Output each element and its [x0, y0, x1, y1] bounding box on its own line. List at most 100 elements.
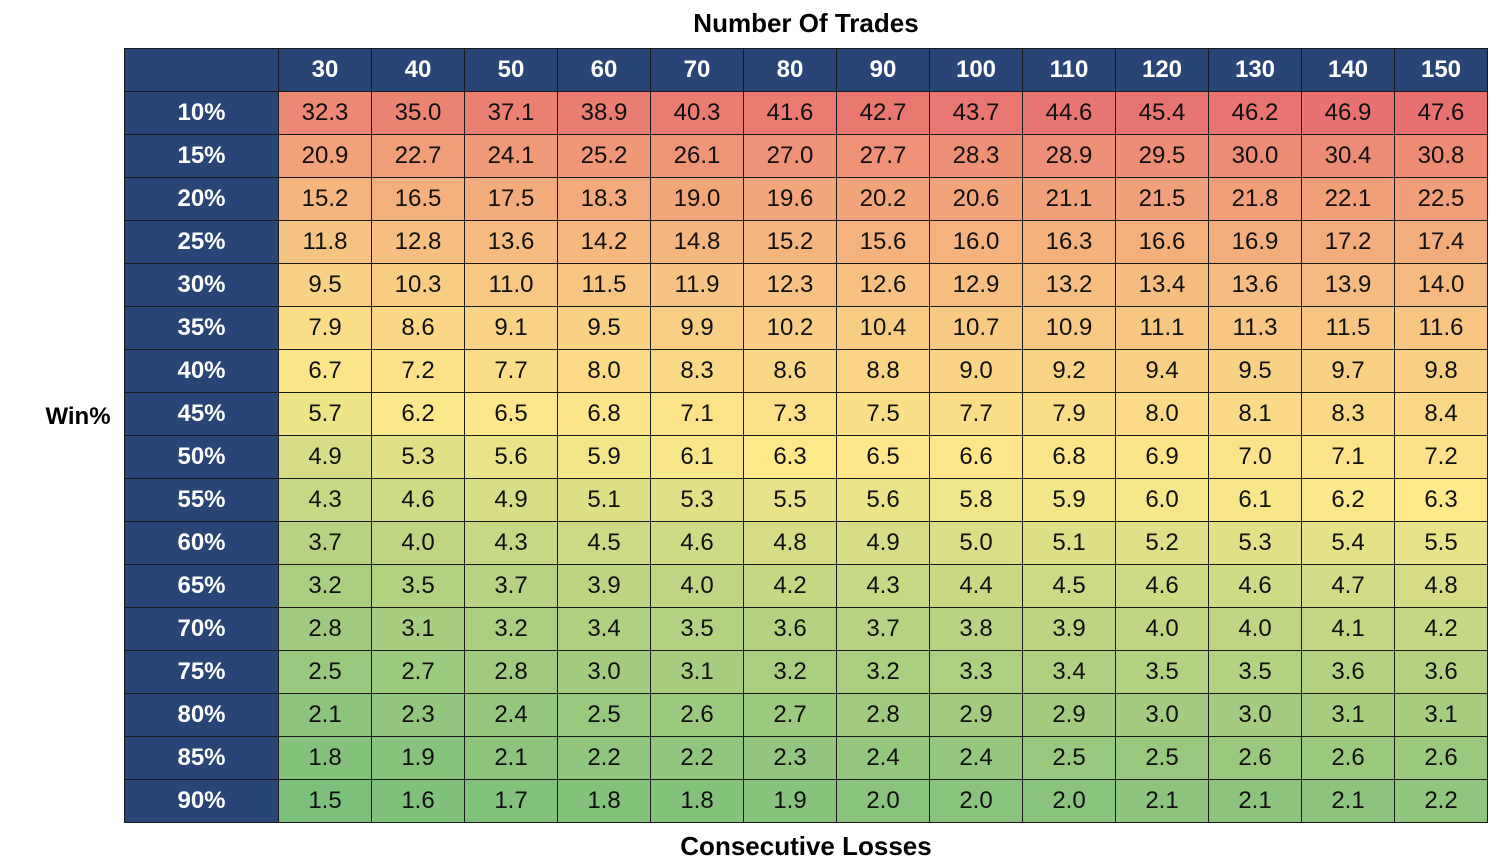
bottom-axis-title: Consecutive Losses — [680, 831, 932, 861]
table-row: 65% 3.2 3.5 3.7 3.9 4.0 4.2 4.3 4.4 4.5 4.6 4.6 4.7 4… — [124, 564, 1488, 608]
heatmap-cell: 3.8 — [929, 607, 1023, 651]
heatmap-cell: 9.9 — [650, 306, 744, 350]
table-row: 30% 9.5 10.3 11.0 11.5 11.9 12.3 12.6 12.9 13.2 13… — [124, 263, 1488, 307]
heatmap-cell: 43.7 — [929, 91, 1023, 135]
heatmap-cell: 3.1 — [1394, 693, 1488, 737]
row-header: 20% — [124, 177, 279, 221]
table-row: 50% 4.9 5.3 5.6 5.9 6.1 6.3 6.5 6.6 6.8 6.9 7.0 7.1 7… — [124, 435, 1488, 479]
heatmap-cell: 30.4 — [1301, 134, 1395, 178]
header-row: 30 40 50 60 70 80 90 100 110 120 130 140 150 — [124, 48, 1488, 92]
heatmap-cell: 9.5 — [278, 263, 372, 307]
heatmap-cell: 11.9 — [650, 263, 744, 307]
row-header: 40% — [124, 349, 279, 393]
heatmap-cell: 7.1 — [1301, 435, 1395, 479]
row-header: 85% — [124, 736, 279, 780]
column-header: 70 — [650, 48, 744, 92]
heatmap-cell: 25.2 — [557, 134, 651, 178]
heatmap-cell: 13.9 — [1301, 263, 1395, 307]
heatmap-cell: 32.3 — [278, 91, 372, 135]
heatmap-cell: 4.0 — [1208, 607, 1302, 651]
row-header: 90% — [124, 779, 279, 823]
heatmap-cell: 6.7 — [278, 349, 372, 393]
heatmap-cell: 3.9 — [557, 564, 651, 608]
heatmap-cell: 13.4 — [1115, 263, 1209, 307]
heatmap-cell: 14.2 — [557, 220, 651, 264]
heatmap-cell: 1.9 — [371, 736, 465, 780]
heatmap-cell: 6.2 — [371, 392, 465, 436]
heatmap-cell: 13.6 — [1208, 263, 1302, 307]
heatmap-cell: 13.2 — [1022, 263, 1116, 307]
heatmap-cell: 12.9 — [929, 263, 1023, 307]
heatmap-cell: 2.2 — [1394, 779, 1488, 823]
heatmap-cell: 6.9 — [1115, 435, 1209, 479]
row-header: 45% — [124, 392, 279, 436]
heatmap-cell: 37.1 — [464, 91, 558, 135]
heatmap-cell: 3.1 — [1301, 693, 1395, 737]
heatmap-cell: 7.0 — [1208, 435, 1302, 479]
heatmap-cell: 7.2 — [1394, 435, 1488, 479]
heatmap-cell: 2.2 — [650, 736, 744, 780]
heatmap-cell: 2.1 — [278, 693, 372, 737]
heatmap-cell: 9.5 — [1208, 349, 1302, 393]
heatmap-cell: 4.6 — [1115, 564, 1209, 608]
heatmap-cell: 5.9 — [1022, 478, 1116, 522]
heatmap-cell: 2.5 — [1022, 736, 1116, 780]
heatmap-cell: 3.5 — [1208, 650, 1302, 694]
heatmap-cell: 45.4 — [1115, 91, 1209, 135]
heatmap-cell: 8.6 — [743, 349, 837, 393]
heatmap-cell: 5.7 — [278, 392, 372, 436]
heatmap-cell: 2.4 — [464, 693, 558, 737]
heatmap-cell: 2.5 — [1115, 736, 1209, 780]
heatmap-cell: 3.9 — [1022, 607, 1116, 651]
heatmap-cell: 7.7 — [929, 392, 1023, 436]
corner-cell — [124, 48, 279, 92]
heatmap-cell: 8.6 — [371, 306, 465, 350]
heatmap-cell: 29.5 — [1115, 134, 1209, 178]
heatmap-cell: 9.5 — [557, 306, 651, 350]
row-header: 65% — [124, 564, 279, 608]
heatmap-cell: 7.3 — [743, 392, 837, 436]
table-row: 90% 1.5 1.6 1.7 1.8 1.8 1.9 2.0 2.0 2.0 2.1 2.1 2.1 2… — [124, 779, 1488, 823]
heatmap-cell: 6.1 — [650, 435, 744, 479]
heatmap-cell: 3.0 — [1115, 693, 1209, 737]
heatmap-cell: 11.6 — [1394, 306, 1488, 350]
heatmap-cell: 1.8 — [650, 779, 744, 823]
heatmap-cell: 4.0 — [371, 521, 465, 565]
heatmap-cell: 7.7 — [464, 349, 558, 393]
column-header: 40 — [371, 48, 465, 92]
heatmap-cell: 19.0 — [650, 177, 744, 221]
heatmap-cell: 17.2 — [1301, 220, 1395, 264]
heatmap-cell: 1.8 — [557, 779, 651, 823]
heatmap-cell: 5.1 — [1022, 521, 1116, 565]
heatmap-cell: 6.5 — [836, 435, 930, 479]
heatmap-cell: 4.3 — [836, 564, 930, 608]
heatmap-cell: 9.2 — [1022, 349, 1116, 393]
table-row: 60% 3.7 4.0 4.3 4.5 4.6 4.8 4.9 5.0 5.1 5.2 5.3 5.4 5… — [124, 521, 1488, 565]
heatmap-cell: 5.5 — [743, 478, 837, 522]
heatmap-cell: 4.3 — [464, 521, 558, 565]
heatmap-cell: 22.5 — [1394, 177, 1488, 221]
heatmap-cell: 1.5 — [278, 779, 372, 823]
heatmap-cell: 7.9 — [278, 306, 372, 350]
heatmap-cell: 3.5 — [371, 564, 465, 608]
heatmap-cell: 10.4 — [836, 306, 930, 350]
heatmap-cell: 3.6 — [1301, 650, 1395, 694]
heatmap-cell: 3.2 — [278, 564, 372, 608]
heatmap-cell: 6.3 — [1394, 478, 1488, 522]
heatmap-cell: 28.9 — [1022, 134, 1116, 178]
heatmap-cell: 2.4 — [836, 736, 930, 780]
heatmap-cell: 26.1 — [650, 134, 744, 178]
heatmap-cell: 11.3 — [1208, 306, 1302, 350]
heatmap-cell: 30.0 — [1208, 134, 1302, 178]
heatmap-cell: 16.0 — [929, 220, 1023, 264]
heatmap-cell: 8.0 — [557, 349, 651, 393]
heatmap-cell: 3.6 — [1394, 650, 1488, 694]
heatmap-cell: 4.2 — [1394, 607, 1488, 651]
table-row: 25% 11.8 12.8 13.6 14.2 14.8 15.2 15.6 16.0 16.3 1… — [124, 220, 1488, 264]
heatmap-cell: 4.6 — [650, 521, 744, 565]
table-row: 45% 5.7 6.2 6.5 6.8 7.1 7.3 7.5 7.7 7.9 8.0 8.1 8.3 8… — [124, 392, 1488, 436]
heatmap-cell: 5.3 — [650, 478, 744, 522]
row-header: 25% — [124, 220, 279, 264]
heatmap-cell: 40.3 — [650, 91, 744, 135]
